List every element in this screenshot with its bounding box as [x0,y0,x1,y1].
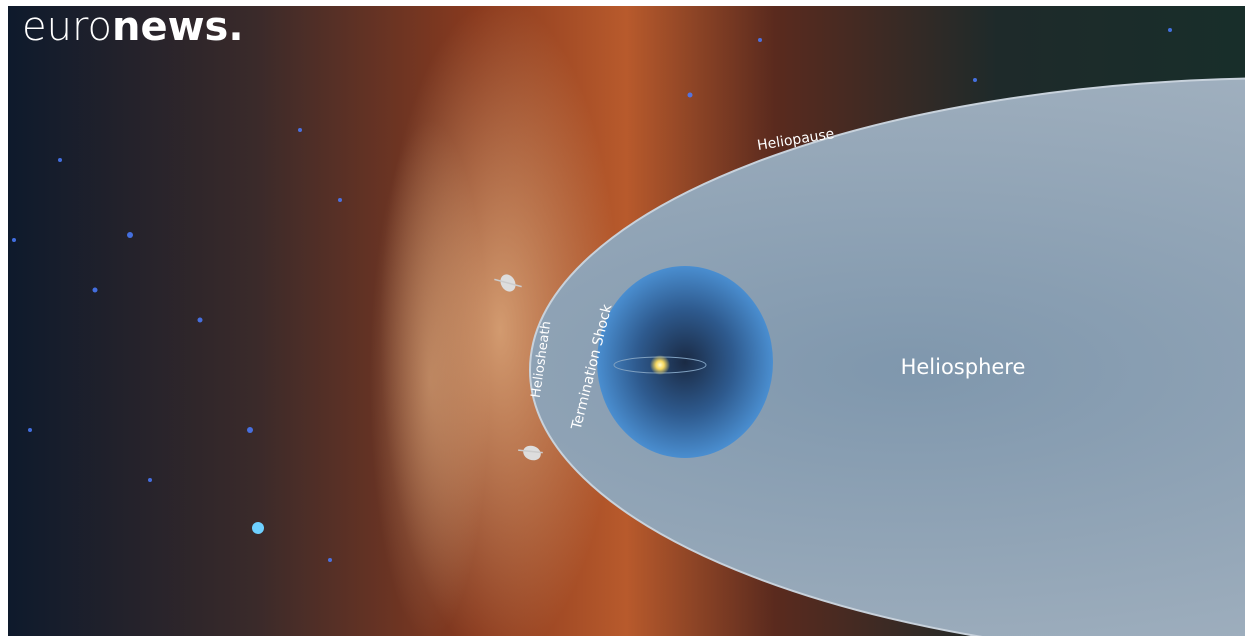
sun [650,355,670,375]
logo: euronews. [22,4,244,50]
scene: euronews. Heliopause Heliosheath Termina… [0,0,1247,639]
logo-bold: news. [112,4,244,50]
logo-light: euro [22,4,112,50]
termination-shock-sphere [597,266,773,458]
heliosphere-label: Heliosphere [901,355,1026,379]
nebula-glow [370,120,490,639]
bright-star [252,522,264,534]
page: {"logo": {"light": "euro", "bold": "news… [0,0,1247,639]
